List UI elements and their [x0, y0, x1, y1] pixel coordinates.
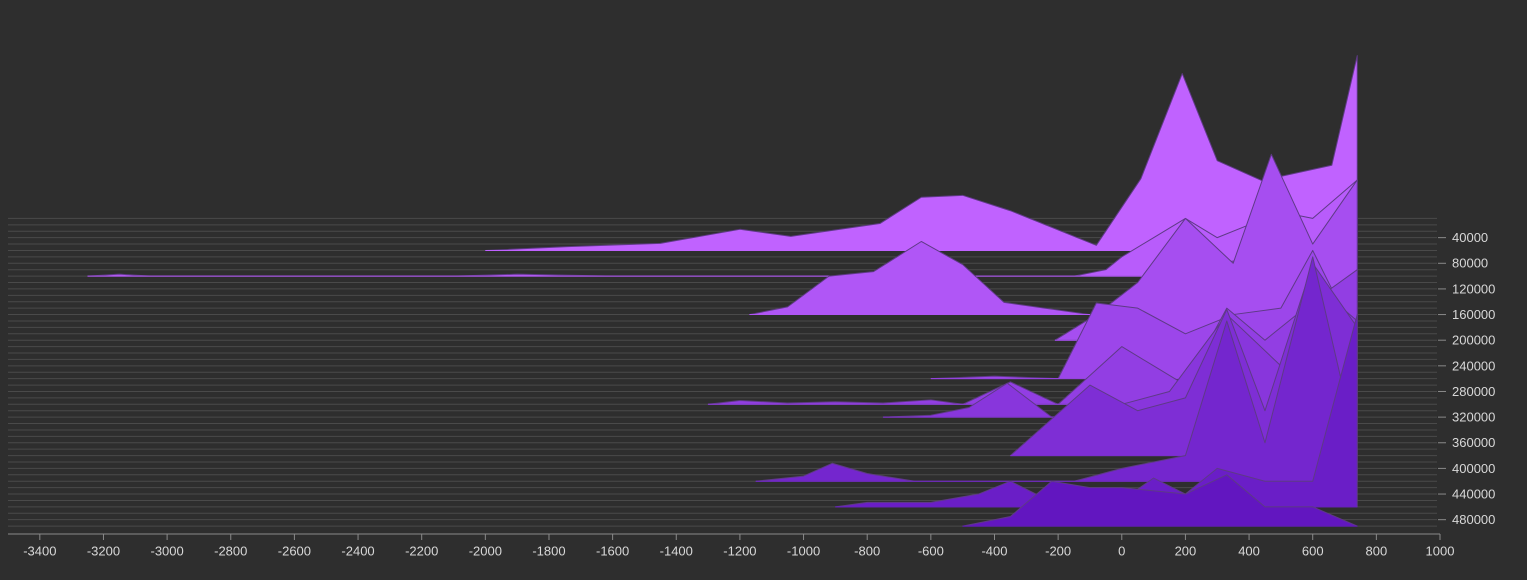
- x-tick-label: -3200: [87, 543, 120, 558]
- x-tick-label: 600: [1302, 543, 1324, 558]
- x-tick-label: -1400: [660, 543, 693, 558]
- x-tick-label: -2600: [278, 543, 311, 558]
- x-tick-label: 0: [1118, 543, 1125, 558]
- x-tick-label: -1800: [532, 543, 565, 558]
- x-tick-label: 1000: [1426, 543, 1455, 558]
- y-tick-label: 120000: [1452, 281, 1495, 296]
- y-tick-label: 40000: [1452, 230, 1488, 245]
- ridge: [1054, 153, 1358, 341]
- x-tick-label: -1000: [787, 543, 820, 558]
- y-tick-label: 440000: [1452, 486, 1495, 501]
- y-tick-label: 320000: [1452, 410, 1495, 425]
- x-tick-label: -1200: [723, 543, 756, 558]
- y-tick-label: 80000: [1452, 256, 1488, 271]
- x-tick-label: -2400: [341, 543, 374, 558]
- x-tick-label: -800: [854, 543, 880, 558]
- ridge: [962, 474, 1358, 527]
- x-tick-label: -3000: [150, 543, 183, 558]
- y-tick-label: 200000: [1452, 333, 1495, 348]
- ridge: [834, 314, 1358, 508]
- y-tick-label: 480000: [1452, 512, 1495, 527]
- ridge: [484, 55, 1358, 251]
- y-tick-label: 160000: [1452, 307, 1495, 322]
- y-tick-label: 240000: [1452, 358, 1495, 373]
- x-tick-label: -2800: [214, 543, 247, 558]
- x-tick-label: 200: [1175, 543, 1197, 558]
- y-tick-label: 400000: [1452, 461, 1495, 476]
- x-tick-label: -2000: [469, 543, 502, 558]
- x-tick-label: -2200: [405, 543, 438, 558]
- x-tick-label: 800: [1366, 543, 1388, 558]
- y-tick-label: 360000: [1452, 435, 1495, 450]
- x-tick-label: -1600: [596, 543, 629, 558]
- x-tick-label: -600: [918, 543, 944, 558]
- y-tick-label: 280000: [1452, 384, 1495, 399]
- x-tick-label: -400: [981, 543, 1007, 558]
- x-tick-label: -3400: [23, 543, 56, 558]
- x-tick-label: -200: [1045, 543, 1071, 558]
- x-tick-label: 400: [1238, 543, 1260, 558]
